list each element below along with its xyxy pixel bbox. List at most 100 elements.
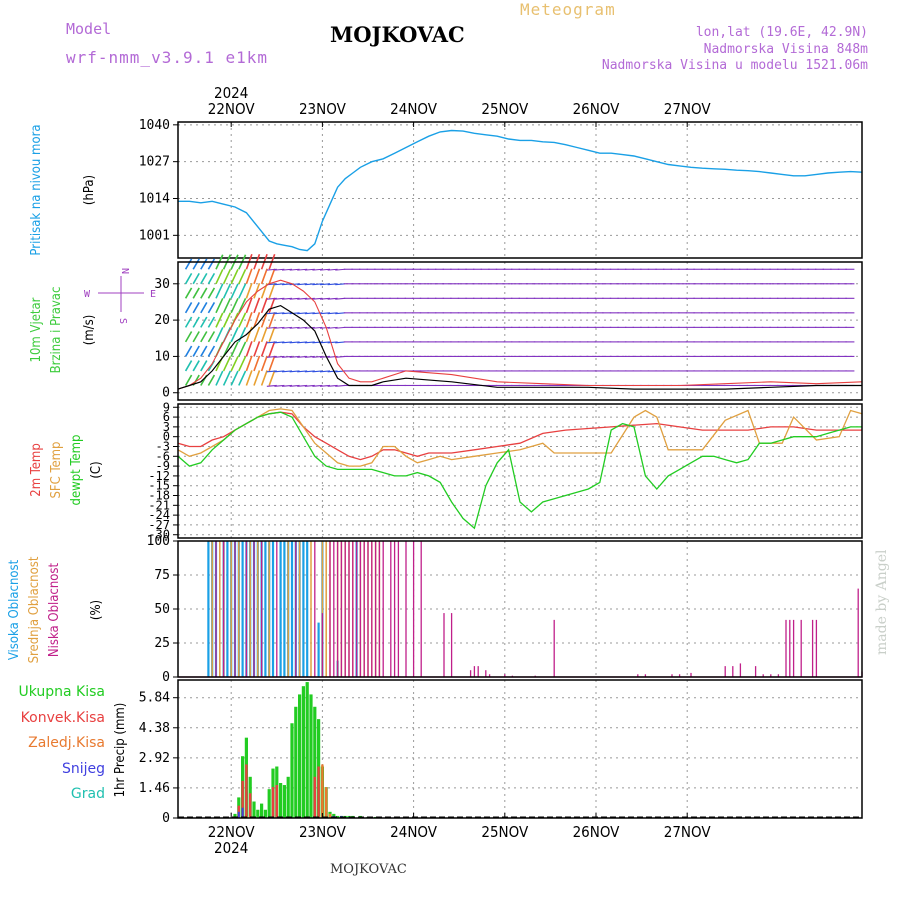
wind-arrow bbox=[266, 312, 277, 315]
wind-arrow bbox=[238, 268, 247, 285]
wind-arrow bbox=[274, 268, 285, 271]
wind-speed-line bbox=[177, 304, 862, 390]
precip-legend-0: Ukupna Kisa bbox=[18, 684, 105, 700]
low-cloud-bar bbox=[295, 541, 297, 677]
wind-arrow bbox=[289, 283, 300, 286]
wind-arrow bbox=[289, 312, 300, 315]
mid-cloud-axis-title: Srednja Oblacnost bbox=[27, 556, 42, 663]
station-title: MOJKOVAC bbox=[330, 22, 465, 47]
wind-arrow bbox=[266, 384, 277, 387]
wind-arrow bbox=[260, 297, 268, 314]
wind-gust-line bbox=[177, 279, 863, 390]
y-tick-label: 75 bbox=[154, 568, 170, 583]
low-cloud-bar bbox=[405, 541, 407, 677]
bottom-date-label: 27NOV bbox=[664, 823, 712, 841]
wind-arrow bbox=[289, 355, 300, 358]
precip-legend-3: Snijeg bbox=[62, 761, 105, 777]
low-cloud-bar bbox=[644, 674, 647, 677]
y-tick-label: 30 bbox=[154, 277, 170, 292]
mid-cloud-bar bbox=[230, 541, 232, 677]
total-precip-bar bbox=[290, 723, 294, 818]
low-cloud-bar bbox=[690, 672, 692, 677]
model-elevation-info: Nadmorska Visina u modelu 1521.06m bbox=[601, 58, 868, 73]
total-precip-bar bbox=[301, 686, 305, 818]
wind-arrow bbox=[297, 297, 308, 300]
low-cloud-bar bbox=[420, 541, 422, 677]
conv-precip-bar bbox=[313, 776, 316, 818]
panel-frame-3 bbox=[177, 540, 863, 678]
wind-arrow bbox=[260, 370, 268, 386]
wind-arrow bbox=[253, 283, 261, 299]
wind-arrow bbox=[192, 287, 200, 299]
mid-cloud-bar bbox=[287, 541, 289, 677]
wind-arrow bbox=[184, 374, 193, 386]
wind-arrow bbox=[312, 384, 323, 387]
wind-arrow bbox=[184, 345, 193, 357]
wind-unit: (m/s) bbox=[82, 315, 97, 346]
top-year-label: 2024 bbox=[214, 84, 248, 102]
wind-arrow bbox=[200, 258, 208, 270]
mid-cloud-bar bbox=[268, 541, 270, 677]
wind-arrow bbox=[274, 355, 285, 358]
wind-arrow bbox=[268, 268, 276, 285]
low-cloud-bar bbox=[488, 674, 491, 677]
panel-frame-0 bbox=[177, 121, 863, 259]
y-tick-label: 50 bbox=[154, 602, 170, 617]
wind-arrow bbox=[335, 341, 346, 344]
wind-arrow bbox=[192, 316, 200, 328]
wind-arrow bbox=[297, 268, 308, 271]
wind-arrow bbox=[281, 341, 293, 344]
wind-arrow bbox=[238, 283, 247, 299]
y-tick-label: 6 bbox=[163, 410, 170, 424]
wind-arrow bbox=[222, 298, 232, 314]
frozen-precip-bar bbox=[328, 813, 332, 818]
wind-arrow bbox=[200, 272, 208, 285]
wind-arrow bbox=[207, 258, 216, 270]
total-precip-bar bbox=[336, 815, 340, 818]
y-tick-label: 3 bbox=[163, 420, 170, 434]
wind-arrow bbox=[335, 312, 346, 315]
wind-arrow bbox=[281, 326, 293, 329]
high-cloud-bar bbox=[241, 541, 244, 677]
wind-arrow bbox=[207, 302, 216, 314]
temp-unit: (C) bbox=[89, 461, 104, 478]
panel-frame-1 bbox=[177, 261, 863, 401]
low-cloud-bar bbox=[473, 666, 476, 677]
wind-arrow bbox=[222, 370, 232, 386]
wind-arrow bbox=[238, 370, 247, 386]
wind-arrow bbox=[268, 341, 276, 357]
y-tick-label: -9 bbox=[156, 459, 170, 473]
compass-e: E bbox=[150, 289, 156, 300]
total-precip-bar bbox=[309, 694, 313, 818]
wind-arrow bbox=[327, 283, 338, 286]
wind-arrow bbox=[304, 326, 315, 329]
wind-arrow bbox=[215, 298, 224, 314]
low-cloud-bar bbox=[485, 670, 487, 677]
low-cloud-bar bbox=[504, 674, 506, 677]
low-cloud-bar bbox=[253, 541, 255, 677]
wind-arrow bbox=[184, 331, 193, 343]
frozen-precip-bar bbox=[321, 764, 324, 818]
low-cloud-bar bbox=[234, 541, 236, 677]
wind-arrow bbox=[274, 384, 285, 387]
low-cloud-bar bbox=[792, 619, 795, 677]
wind-arrow bbox=[312, 268, 323, 271]
bottom-date-label: 23NOV bbox=[299, 823, 347, 841]
wind-arrow bbox=[268, 297, 276, 314]
wind-arrow bbox=[266, 341, 277, 344]
high-cloud-bar bbox=[226, 541, 229, 677]
precip-unit: 1hr Precip (mm) bbox=[113, 703, 128, 798]
precip-legend-2: Zaledj.Kisa bbox=[28, 735, 105, 751]
wind-barbs-group bbox=[184, 253, 855, 387]
low-cloud-bar bbox=[374, 541, 377, 677]
low-cloud-bar bbox=[393, 541, 396, 677]
low-cloud-bar bbox=[355, 541, 358, 677]
wind-arrow bbox=[192, 331, 200, 343]
low-cloud-bar bbox=[785, 619, 787, 677]
wind-arrow bbox=[253, 341, 261, 357]
wind-arrow bbox=[281, 283, 293, 286]
total-precip-bar bbox=[313, 706, 317, 818]
wind-arrow bbox=[184, 258, 193, 270]
wind-arrow bbox=[266, 326, 277, 329]
mid-cloud-bar bbox=[211, 541, 213, 677]
